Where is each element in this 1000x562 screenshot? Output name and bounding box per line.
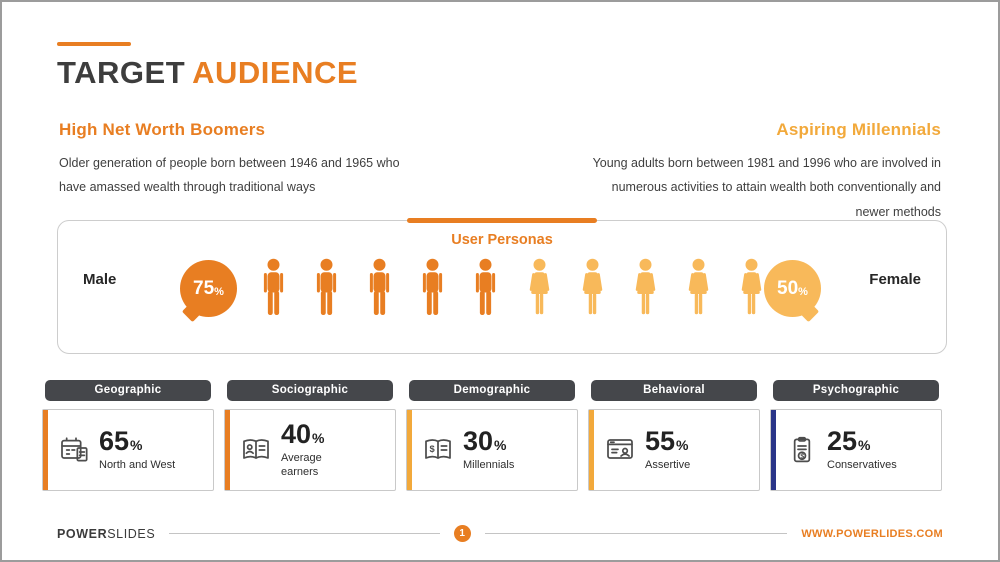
category-badge: Geographic — [45, 380, 211, 401]
value-unit: % — [494, 436, 507, 453]
category-caption: Assertive — [645, 458, 691, 471]
value-number: 55 — [645, 425, 676, 456]
category-stat: 25% Conservatives — [827, 425, 897, 472]
person-male-icon — [370, 258, 390, 315]
value-number: 65 — [99, 425, 130, 456]
card-accent-bar — [771, 410, 776, 490]
category-stat: 30% Millennials — [463, 425, 515, 472]
category-card: 40% Average earners — [224, 409, 396, 491]
board-dollar-icon: $ — [425, 439, 451, 459]
female-percentage-bubble: 50% — [764, 260, 821, 323]
person-female-icon — [529, 258, 549, 315]
divider-line — [484, 533, 788, 534]
category-caption: Conservatives — [827, 458, 897, 471]
title-accent-bar — [57, 42, 131, 46]
title-word-accent: AUDIENCE — [192, 55, 359, 90]
category-sociographic: Sociographic 40% Average earners — [224, 380, 396, 491]
category-badge: Demographic — [409, 380, 575, 401]
audience-left: High Net Worth Boomers Older generation … — [59, 120, 411, 200]
category-badge: Sociographic — [227, 380, 393, 401]
value-unit: % — [312, 429, 325, 446]
category-value: 65% — [99, 425, 175, 456]
clipboard-dollar-icon: $ — [793, 436, 811, 463]
divider-line — [169, 533, 440, 534]
category-stat: 40% Average earners — [281, 418, 361, 480]
card-accent-bar — [407, 410, 412, 490]
category-card: $ 30% Millennials — [406, 409, 578, 491]
card-accent-bar — [225, 410, 230, 490]
user-personas-panel: User Personas Male 75% 50% Female — [57, 218, 947, 354]
value-unit: % — [858, 436, 871, 453]
value-unit: % — [676, 436, 689, 453]
panel-title: User Personas — [451, 232, 553, 248]
brand-logo: POWERSLIDES — [57, 527, 155, 541]
person-female-icon — [635, 258, 656, 315]
window-user-icon — [607, 439, 633, 459]
male-percentage-unit: % — [214, 285, 224, 298]
person-male-icon — [423, 258, 443, 315]
persona-icons-row — [260, 258, 765, 318]
audience-right: Aspiring Millennials Young adults born b… — [589, 120, 941, 224]
male-percentage-bubble: 75% — [180, 260, 237, 323]
audience-left-description: Older generation of people born between … — [59, 156, 400, 195]
female-percentage-unit: % — [798, 285, 808, 298]
categories-row: Geographic 65% North and West Sociograph… — [42, 380, 942, 491]
audience-right-description: Young adults born between 1981 and 1996 … — [592, 156, 941, 219]
category-psychographic: Psychographic $ 25% Conservatives — [770, 380, 942, 491]
value-unit: % — [130, 436, 143, 453]
value-number: 40 — [281, 418, 312, 449]
calendar-grid-icon — [61, 437, 88, 462]
category-demographic: Demographic $ 30% Millennials — [406, 380, 578, 491]
slide-footer: POWERSLIDES 1 WWW.POWERLIDES.COM — [57, 525, 943, 542]
value-number: 30 — [463, 425, 494, 456]
category-stat: 65% North and West — [99, 425, 176, 472]
audience-right-heading: Aspiring Millennials — [776, 120, 941, 139]
category-value: 25% — [827, 425, 897, 456]
panel-top-accent-bar — [407, 218, 597, 223]
title-word-dark: TARGET — [57, 55, 186, 90]
category-caption: Millennials — [463, 458, 515, 471]
person-female-icon — [741, 258, 762, 315]
female-percentage-value: 50 — [777, 277, 799, 299]
category-card: $ 25% Conservatives — [770, 409, 942, 491]
brand-light: SLIDES — [107, 526, 156, 541]
category-value: 40% — [281, 418, 361, 449]
category-card: 55% Assertive — [588, 409, 760, 491]
male-percentage-value: 75 — [193, 277, 215, 299]
book-user-icon — [243, 439, 269, 459]
category-behavioral: Behavioral 55% Assertive — [588, 380, 760, 491]
person-female-icon — [582, 258, 602, 315]
category-value: 30% — [463, 425, 514, 456]
value-number: 25 — [827, 425, 858, 456]
speech-bubble-tail — [797, 300, 820, 323]
speech-bubble-tail — [181, 300, 204, 323]
category-value: 55% — [645, 425, 690, 456]
female-label: Female — [869, 271, 921, 288]
card-accent-bar — [43, 410, 48, 490]
svg-text:$: $ — [800, 453, 804, 460]
category-stat: 55% Assertive — [645, 425, 691, 472]
person-male-icon — [263, 258, 284, 315]
person-female-icon — [688, 258, 709, 315]
category-caption: Average earners — [281, 451, 322, 478]
page-title: TARGET AUDIENCE — [57, 55, 358, 91]
male-label: Male — [83, 271, 117, 288]
person-male-icon — [476, 258, 496, 315]
card-accent-bar — [589, 410, 594, 490]
website-link: WWW.POWERLIDES.COM — [801, 527, 943, 540]
category-badge: Psychographic — [773, 380, 939, 401]
category-card: 65% North and West — [42, 409, 214, 491]
person-male-icon — [317, 258, 337, 315]
brand-bold: POWER — [57, 526, 108, 541]
svg-text:$: $ — [429, 444, 435, 454]
category-badge: Behavioral — [591, 380, 757, 401]
category-geographic: Geographic 65% North and West — [42, 380, 214, 491]
page-number-badge: 1 — [453, 525, 471, 542]
audience-left-heading: High Net Worth Boomers — [59, 120, 266, 139]
category-caption: North and West — [99, 458, 176, 471]
